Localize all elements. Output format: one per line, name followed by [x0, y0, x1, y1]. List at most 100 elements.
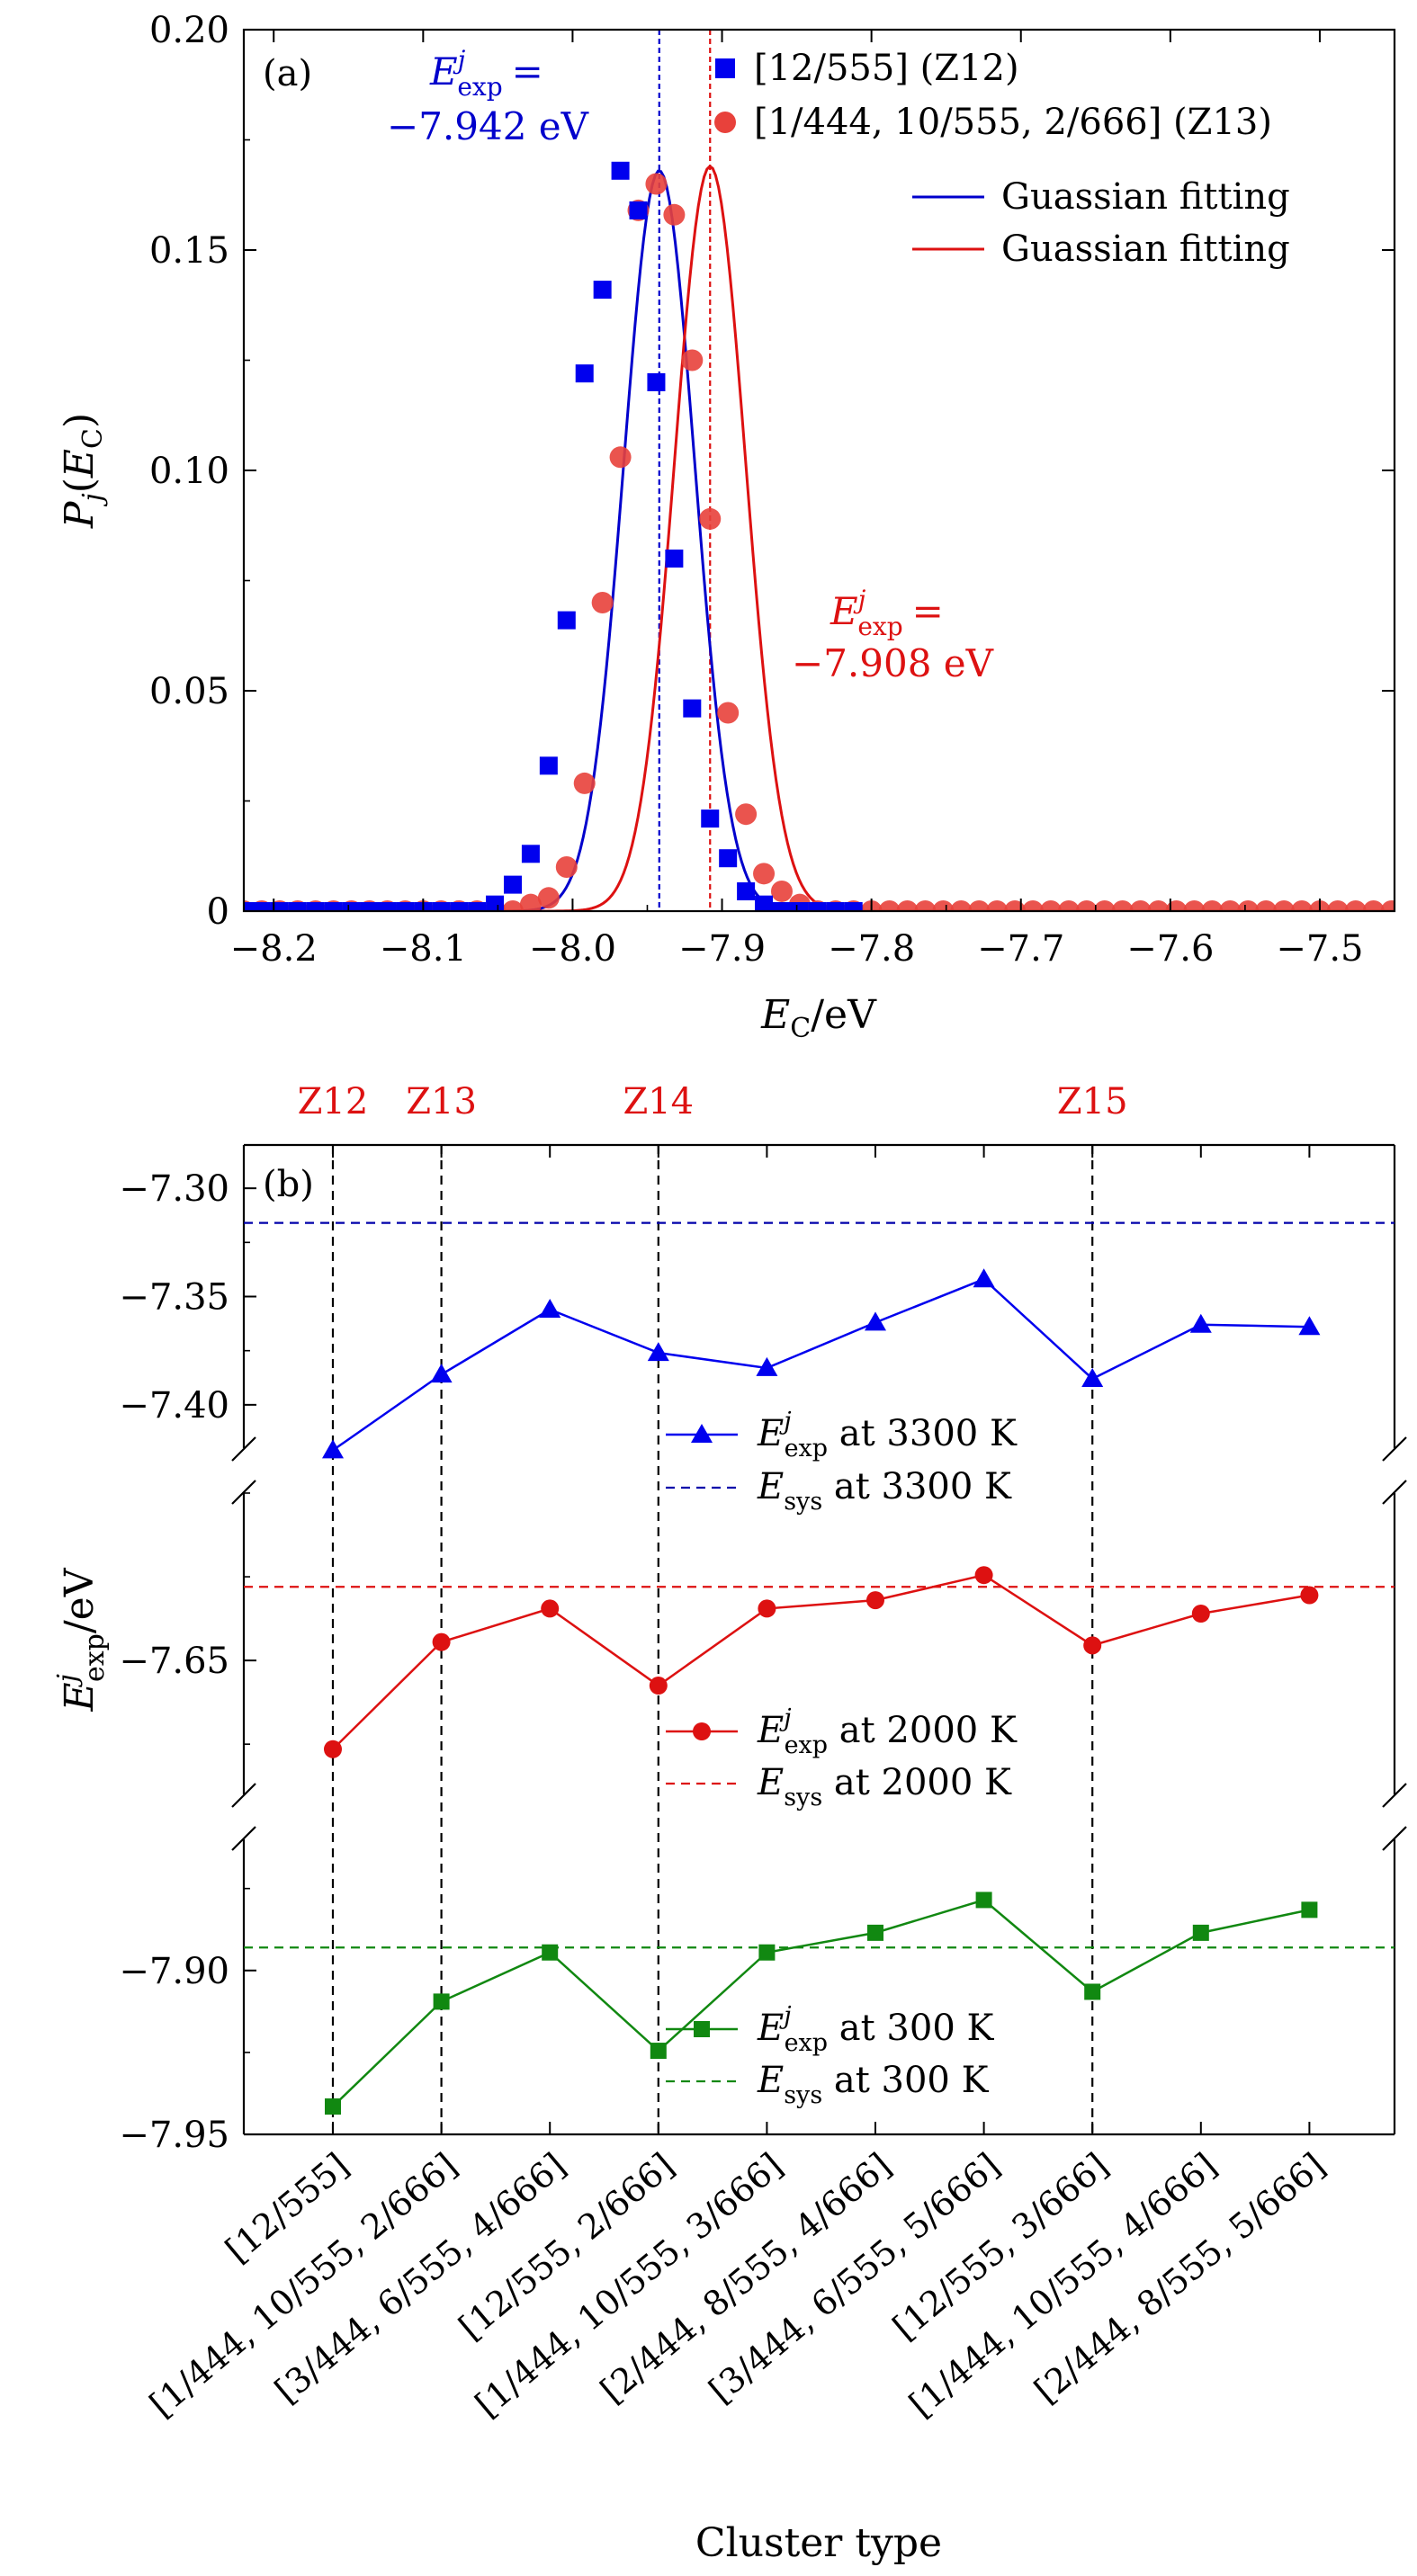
legend-marker [691, 1424, 713, 1443]
y-tick-label: −7.95 [119, 2115, 229, 2156]
legend-label: Esys at 2000 K [757, 1762, 1012, 1811]
panel-b-x-axis-label: Cluster type [695, 2520, 942, 2566]
data-point-square [1192, 1924, 1209, 1941]
z12-point [683, 699, 702, 718]
legend-label: Ej exp at 3300 K [757, 1408, 1018, 1462]
panel-b-y-axis-label: Ejexp/eV [52, 1567, 111, 1712]
legend-z12-label: [12/555] (Z12) [754, 48, 1019, 89]
y-tick-label: 0.15 [149, 230, 229, 272]
x-tick-label: −8.1 [380, 928, 467, 970]
gaussian-fit-curve [244, 169, 1395, 911]
z13-point [932, 900, 955, 911]
z13-point [591, 592, 614, 613]
data-point-triangle [1081, 1367, 1104, 1387]
data-point-square [325, 2098, 341, 2115]
z13-point [609, 446, 632, 469]
z13-point [1129, 900, 1152, 911]
z13-point [1111, 900, 1134, 911]
y-tick-label: −7.90 [119, 1951, 229, 1992]
z13-point [645, 173, 668, 195]
data-point-circle [649, 1677, 668, 1695]
data-point-circle [432, 1632, 451, 1651]
z13-point [1362, 900, 1385, 911]
panel-b-x-axis: [12/555][1/444, 10/555, 2/666][3/444, 6/… [142, 1145, 1332, 2425]
z12-point [808, 902, 827, 911]
y-tick-label: 0.20 [149, 10, 229, 51]
z13-point [896, 900, 919, 911]
legend-red-fit-label: Guassian fitting [1001, 228, 1290, 270]
z13-point [950, 900, 973, 911]
legend-circle-marker [714, 112, 736, 133]
z12-point [593, 281, 612, 300]
panel-a-frame [242, 28, 1396, 913]
z13-point [770, 880, 793, 902]
legend-marker [693, 1722, 711, 1740]
z12-point [270, 902, 289, 911]
x-tick-label: −7.6 [1126, 928, 1214, 970]
z12-point [665, 550, 684, 568]
z13-point [735, 803, 758, 826]
data-point-square [650, 2043, 667, 2060]
annotation-blue-value: −7.942 eV [387, 104, 589, 148]
y-tick-label: −7.40 [119, 1385, 229, 1427]
panel-a-legend: [12/555] (Z12) [1/444, 10/555, 2/666] (Z… [714, 48, 1290, 270]
legend-label: Esys at 3300 K [757, 1466, 1012, 1516]
legend-blue-fit-label: Guassian fitting [1001, 176, 1290, 218]
z13-point [1183, 900, 1206, 911]
z13-point [699, 507, 722, 530]
z13-point [1039, 900, 1062, 911]
z12-point [790, 902, 809, 911]
legend-z13-label: [1/444, 10/555, 2/666] (Z13) [754, 102, 1272, 143]
panel-b-label: (b) [263, 1164, 314, 1205]
z13-point [1147, 900, 1170, 911]
gaussian-fit-curve [244, 164, 1395, 911]
panel-a-x-axis: −8.2 −8.1 −8.0 −7.9 −7.8 −7.7 −7.6 −7.5 [230, 30, 1364, 970]
z12-point [844, 902, 863, 911]
data-point-circle [1191, 1605, 1210, 1623]
z12-point [557, 611, 576, 630]
y-tick-label: −7.35 [119, 1277, 229, 1319]
z12-point [324, 902, 343, 911]
panel-a-label: (a) [263, 53, 312, 94]
panel-b-series [322, 1268, 1321, 2115]
legend-label: Ej exp at 2000 K [757, 1704, 1018, 1759]
top-label-z13: Z13 [406, 1081, 477, 1123]
z13-point [663, 203, 686, 226]
z13-point [968, 900, 991, 911]
z12-point [647, 373, 666, 391]
z13-point [1057, 900, 1080, 911]
z13-point [986, 900, 1009, 911]
z13-point [1344, 900, 1367, 911]
z12-point [306, 902, 325, 911]
z12-point [396, 902, 415, 911]
annotation-red-value: −7.908 eV [792, 641, 994, 685]
z12-point [701, 809, 720, 828]
data-point-triangle [539, 1298, 561, 1318]
x-tick-label: −7.7 [977, 928, 1064, 970]
z12-point [826, 902, 845, 911]
data-point-circle [866, 1591, 884, 1610]
z12-point [629, 201, 648, 219]
data-point-triangle [756, 1356, 778, 1376]
z12-point [378, 902, 397, 911]
data-point-square [867, 1924, 883, 1941]
z13-point [914, 900, 937, 911]
z12-point [719, 849, 738, 868]
x-tick-label: −8.2 [230, 928, 318, 970]
panel-b-frame [242, 1143, 1396, 2136]
z12-point [450, 902, 469, 911]
z13-point [537, 887, 560, 909]
data-point-triangle [430, 1364, 453, 1383]
panel-a-gaussian-curves [244, 164, 1395, 911]
panel-a-reference-lines [658, 30, 712, 911]
panel-a-x-axis-label: EC/eV [760, 992, 877, 1044]
top-label-z12: Z12 [298, 1081, 369, 1123]
z13-point [1093, 900, 1116, 911]
y-tick-label: 0.10 [149, 451, 229, 492]
data-point-circle [1083, 1636, 1102, 1655]
panel-b-top-labels: Z12 Z13 Z14 Z15 [298, 1081, 1128, 1123]
z13-point [1237, 900, 1260, 911]
z12-point [521, 845, 540, 863]
data-point-square [542, 1944, 559, 1961]
z13-point [1255, 900, 1278, 911]
